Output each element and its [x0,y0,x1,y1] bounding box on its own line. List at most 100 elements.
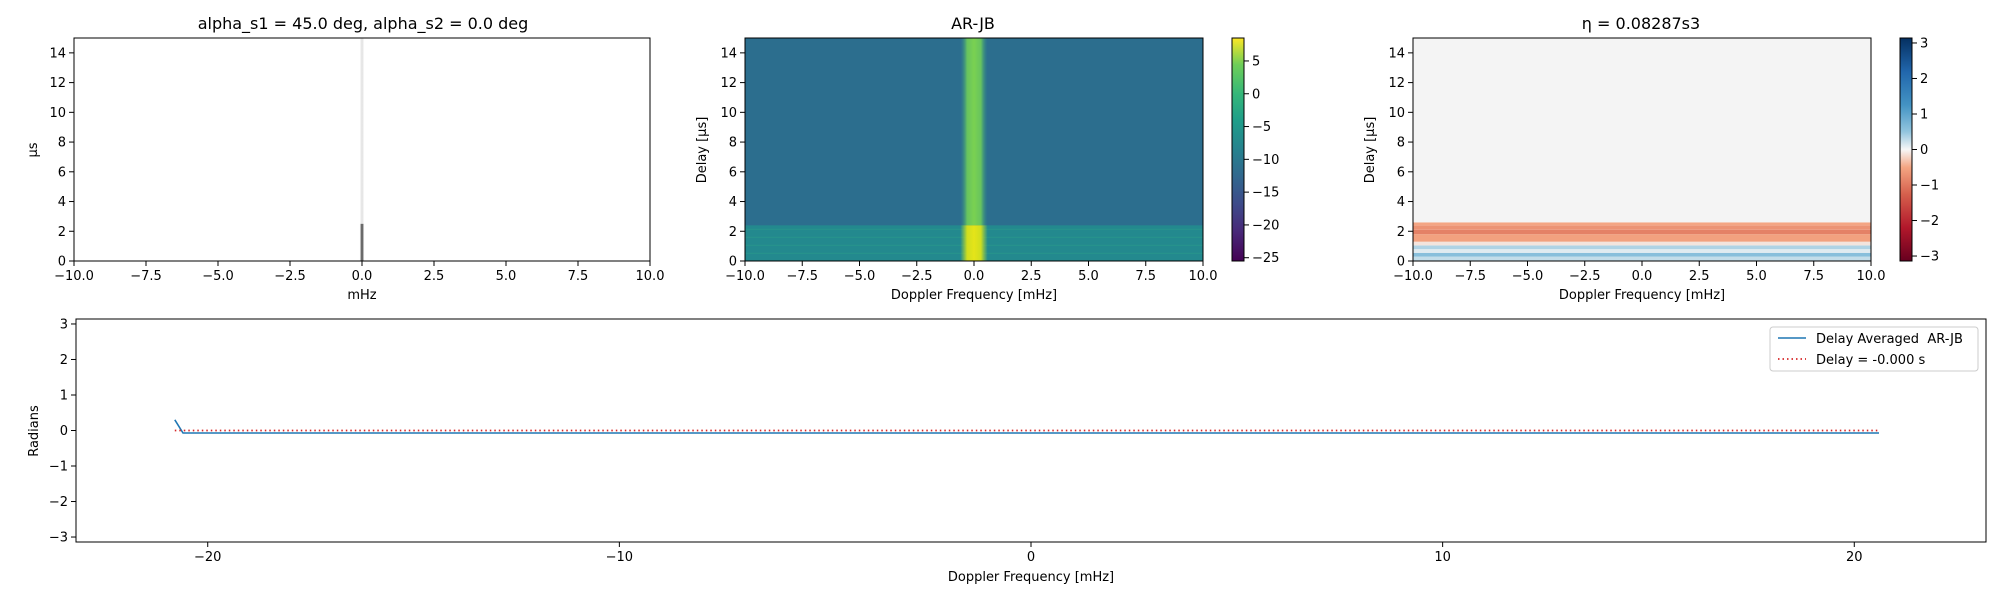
panel-4-y-ticks: −3 −2 −1 0 1 2 3 [49,317,76,546]
colorbar-tick-label: 2 [1920,72,1928,87]
panel-4-legend: Delay Averaged AR-JB Delay = -0.000 s [1769,326,1979,372]
legend-label-series-1: Delay Averaged AR-JB [1816,332,1963,347]
panel-1-title: alpha_s1 = 45.0 deg, alpha_s2 = 0.0 deg [198,14,529,34]
panel-4-plot-area [174,419,1879,434]
y-tick-label: 0 [58,255,66,270]
x-tick-label: −2.5 [274,269,306,284]
x-tick-label: −10.0 [1393,269,1433,284]
x-tick-label: 0.0 [1632,269,1653,284]
panel-3-phase-band [1413,222,1871,226]
panel-1-x-label: mHz [347,288,376,303]
panel-3-plot-area [1413,38,1871,261]
panel-3-phase-band [1413,256,1871,261]
x-tick-label: 10 [1434,550,1451,565]
panel-3-y-ticks: 0 2 4 6 8 10 12 14 [1388,46,1413,270]
panel-4-y-label: Radians [27,405,42,457]
panel-2-column-low-delay [960,225,988,261]
colorbar-tick-label: 0 [1920,143,1928,158]
panel-2-x-label: Doppler Frequency [mHz] [891,288,1057,303]
y-tick-label: 4 [1397,195,1405,210]
panel-3-colorbar-ticks: −3 −2 −1 0 1 2 3 [1912,36,1939,265]
panel-1-column-high-delay [359,38,365,224]
panel-3-phase-band [1413,252,1871,257]
panel-2-plot-area [745,38,1203,261]
x-tick-label: −7.5 [130,269,162,284]
y-tick-label: 12 [49,76,66,91]
panel-2-heatmap: AR-JB −10.0 −7.5 −5.0 −2.5 0.0 2.5 5.0 7.5 10.0 … [695,14,1279,303]
colorbar-tick-label: −20 [1252,218,1279,233]
colorbar-tick-label: −25 [1252,251,1279,266]
y-tick-label: 8 [1397,136,1405,151]
panel-2-x-ticks: −10.0 −7.5 −5.0 −2.5 0.0 2.5 5.0 7.5 10.0 [725,261,1217,284]
y-tick-label: 8 [58,136,66,151]
y-tick-label: 1 [60,388,68,403]
x-tick-label: −7.5 [786,269,818,284]
panel-3-phase-band [1413,225,1871,230]
x-tick-label: 10.0 [1857,269,1886,284]
panel-2-colorbar: −25 −20 −15 −10 −5 0 5 [1231,37,1279,266]
y-tick-label: −1 [49,460,68,475]
colorbar-tick-label: −1 [1920,179,1939,194]
y-tick-label: 8 [729,136,737,151]
y-tick-label: 4 [729,195,737,210]
panel-3-y-label: Delay [µs] [1363,117,1378,184]
colorbar-tick-label: −2 [1920,214,1939,229]
x-tick-label: −5.0 [202,269,234,284]
y-tick-label: 14 [720,46,737,61]
panel-3-colorbar-gradient [1899,37,1913,262]
x-tick-label: −20 [194,550,221,565]
panel-3-title: η = 0.08287s3 [1582,14,1700,33]
x-tick-label: −10.0 [725,269,765,284]
x-tick-label: −10 [606,550,633,565]
y-tick-label: 0 [60,424,68,439]
panel-3-phase-band [1413,249,1871,253]
panel-3-heatmap: η = 0.08287s3 −10.0 −7.5 −5.0 −2.5 0.0 2.5 5.0… [1363,14,1939,303]
panel-1-plot-area [74,38,650,261]
panel-4-x-label: Doppler Frequency [mHz] [948,570,1114,585]
y-tick-label: −2 [49,495,68,510]
panel-3-x-ticks: −10.0 −7.5 −5.0 −2.5 0.0 2.5 5.0 7.5 10.0 [1393,261,1885,284]
x-tick-label: 20 [1846,550,1863,565]
y-tick-label: 6 [1397,165,1405,180]
panel-2-title: AR-JB [951,14,995,33]
panel-2-column-high-delay [960,38,988,226]
panel-4-x-ticks: −20 −10 0 10 20 [194,542,1863,565]
panel-1-heatmap: alpha_s1 = 45.0 deg, alpha_s2 = 0.0 deg … [26,14,664,303]
y-tick-label: 2 [1397,225,1405,240]
x-tick-label: 7.5 [568,269,589,284]
colorbar-tick-label: 3 [1920,36,1928,51]
y-tick-label: 12 [720,76,737,91]
x-tick-label: 2.5 [1021,269,1042,284]
panel-2-y-label: Delay [µs] [695,117,710,184]
y-tick-label: 4 [58,195,66,210]
panel-3-phase-band [1413,234,1871,242]
colorbar-tick-label: 1 [1920,107,1928,122]
y-tick-label: 12 [1388,76,1405,91]
y-tick-label: 2 [60,353,68,368]
colorbar-tick-label: −3 [1920,250,1939,265]
panel-1-y-ticks: 0 2 4 6 8 10 12 14 [49,46,74,270]
panel-3-phase-band [1413,245,1871,250]
panel-3-x-label: Doppler Frequency [mHz] [1559,288,1725,303]
panel-3-phase-band [1413,229,1871,235]
colorbar-tick-label: −15 [1252,186,1279,201]
x-tick-label: −2.5 [901,269,933,284]
colorbar-tick-label: 5 [1252,54,1260,69]
y-tick-label: −3 [49,531,68,546]
panel-2-colorbar-ticks: −25 −20 −15 −10 −5 0 5 [1244,54,1279,266]
y-tick-label: 14 [49,46,66,61]
x-tick-label: 5.0 [1078,269,1099,284]
panel-2-y-ticks: 0 2 4 6 8 10 12 14 [720,46,745,270]
y-tick-label: 14 [1388,46,1405,61]
x-tick-label: −7.5 [1454,269,1486,284]
panel-3-colorbar: −3 −2 −1 0 1 2 3 [1899,36,1939,265]
x-tick-label: 0.0 [964,269,985,284]
x-tick-label: 2.5 [1689,269,1710,284]
panel-1-y-label: µs [26,142,41,157]
x-tick-label: 5.0 [496,269,517,284]
y-tick-label: 10 [49,106,66,121]
x-tick-label: 0 [1027,550,1035,565]
legend-box [1769,326,1979,372]
